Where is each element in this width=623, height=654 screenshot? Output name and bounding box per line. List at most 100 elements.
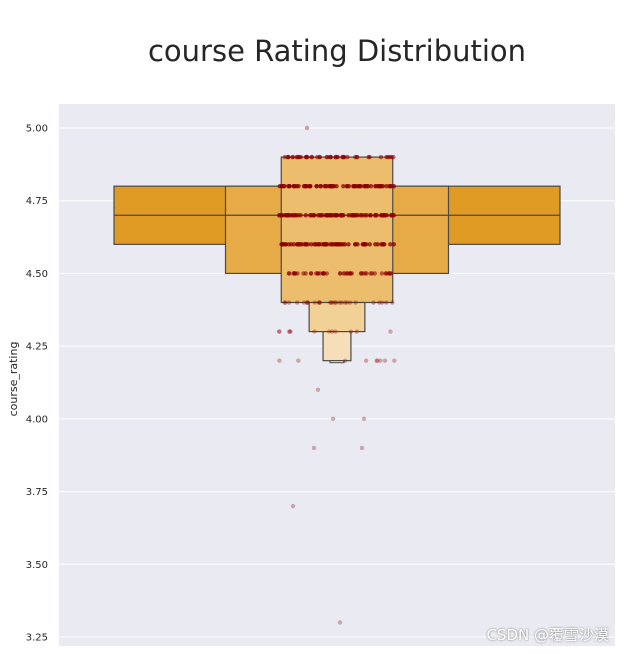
strip-point xyxy=(301,300,307,305)
strip-point xyxy=(327,300,333,305)
y-tick-label: 4.50 xyxy=(26,269,48,280)
strip-point xyxy=(342,271,347,276)
strip-point xyxy=(387,154,393,160)
strip-point xyxy=(348,329,354,334)
strip-point xyxy=(314,183,319,189)
strip-point xyxy=(379,271,385,276)
strip-point xyxy=(379,300,385,305)
strip-point xyxy=(346,242,351,247)
strip-point xyxy=(305,300,310,305)
strip-point xyxy=(389,213,395,218)
strip-point xyxy=(291,242,296,247)
strip-point xyxy=(342,300,348,305)
strip-point xyxy=(296,183,301,189)
strip-point xyxy=(303,242,309,247)
strip-point xyxy=(294,154,300,160)
strip-point xyxy=(345,154,350,160)
strip-point xyxy=(317,300,322,305)
strip-point xyxy=(388,271,393,276)
strip-point xyxy=(363,358,369,363)
strip-point xyxy=(368,271,373,276)
strip-point xyxy=(277,329,282,334)
strip-point xyxy=(290,503,296,509)
strip-point xyxy=(317,154,322,160)
strip-point xyxy=(277,358,282,363)
strip-point xyxy=(379,213,384,218)
strip-point xyxy=(288,329,293,334)
strip-point xyxy=(384,300,389,305)
strip-point xyxy=(371,300,376,305)
strip-point xyxy=(329,242,335,247)
strip-point xyxy=(330,416,336,422)
strip-point xyxy=(304,154,309,160)
strip-point xyxy=(326,329,332,334)
strip-point xyxy=(334,183,339,189)
strip-point xyxy=(280,213,285,218)
strip-point xyxy=(341,183,346,189)
strip-point xyxy=(329,329,335,334)
strip-point xyxy=(364,271,369,276)
letter-value-box-5 xyxy=(322,331,352,362)
strip-point xyxy=(390,300,395,305)
strip-point xyxy=(276,329,282,334)
strip-point xyxy=(322,183,327,189)
strip-point xyxy=(320,213,325,218)
y-tick-label: 4.00 xyxy=(26,414,48,425)
strip-point xyxy=(366,154,371,160)
strip-point xyxy=(361,416,367,422)
strip-point xyxy=(362,183,367,189)
chart-title: course Rating Distribution xyxy=(147,34,527,68)
strip-point xyxy=(388,242,393,247)
watermark-text: CSDN @覆雪沙漠 xyxy=(486,626,609,644)
y-tick-label: 5.00 xyxy=(26,124,48,135)
strip-point xyxy=(346,213,351,218)
strip-point xyxy=(341,213,346,218)
outer-tail-marker xyxy=(329,360,345,364)
strip-point xyxy=(318,183,323,189)
strip-point xyxy=(312,213,317,218)
strip-point xyxy=(283,242,289,247)
strip-point xyxy=(303,213,308,218)
y-tick-label: 4.75 xyxy=(26,196,48,207)
strip-point xyxy=(308,271,314,276)
strip-point xyxy=(293,271,298,276)
strip-point xyxy=(325,154,330,160)
strip-point xyxy=(315,271,321,276)
strip-point xyxy=(339,242,344,247)
strip-point xyxy=(333,300,339,305)
strip-point xyxy=(309,154,314,160)
strip-point xyxy=(391,183,397,189)
strip-point xyxy=(373,213,378,218)
strip-point xyxy=(315,387,321,392)
strip-point xyxy=(328,300,334,305)
strip-point xyxy=(282,154,288,160)
strip-point xyxy=(391,154,396,160)
strip-point xyxy=(328,154,333,160)
strip-point xyxy=(312,329,317,334)
strip-point xyxy=(358,213,363,218)
strip-point xyxy=(305,300,310,305)
y-tick-label: 3.75 xyxy=(26,487,48,498)
strip-point xyxy=(373,183,378,189)
letter-value-box-3 xyxy=(280,156,394,304)
strip-point xyxy=(295,242,301,247)
strip-point xyxy=(368,183,374,189)
strip-point xyxy=(375,242,380,247)
strip-point xyxy=(286,300,292,305)
strip-point xyxy=(382,213,388,218)
strip-point xyxy=(316,300,322,305)
strip-point xyxy=(294,300,300,305)
strip-point xyxy=(322,242,327,247)
strip-point xyxy=(290,154,296,160)
strip-point xyxy=(304,300,310,305)
strip-point xyxy=(337,300,342,305)
strip-point xyxy=(296,358,301,363)
strip-point xyxy=(392,358,397,363)
strip-point xyxy=(354,154,360,160)
strip-point xyxy=(391,242,397,247)
strip-point xyxy=(387,183,393,189)
strip-point xyxy=(380,183,386,189)
strip-point xyxy=(339,300,344,305)
strip-point xyxy=(359,271,364,276)
